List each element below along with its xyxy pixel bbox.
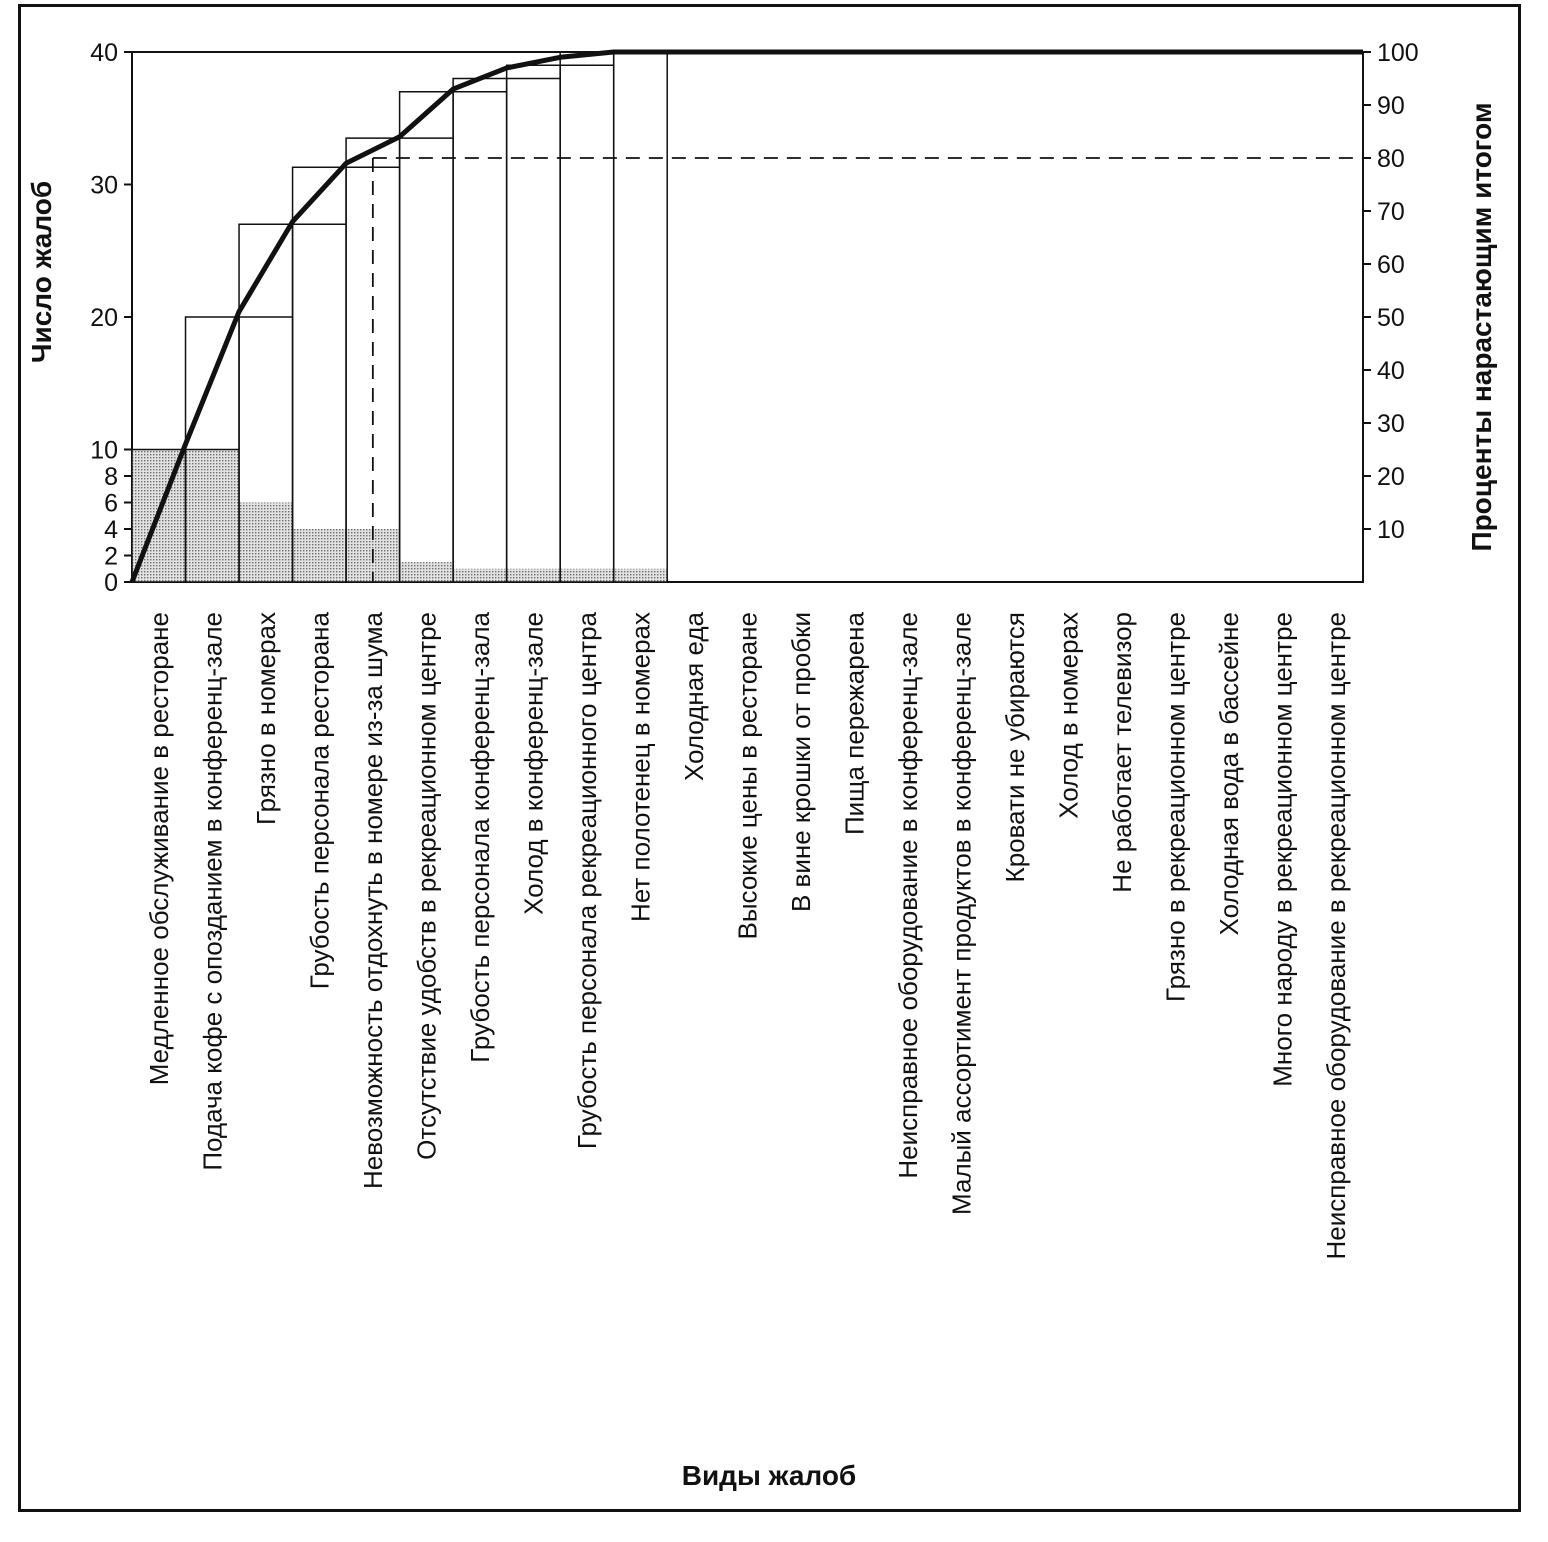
category-label: Грубость персонала ресторана [304,611,334,989]
cumulative-bar [559,51,615,583]
category-label: Холодная еда [679,611,709,781]
cumulative-percent-line [129,49,1363,583]
plot-area [131,51,1364,583]
right-tick-label: 50 [1377,304,1405,332]
cumulative-bar [505,64,561,583]
right-tick-label: 60 [1377,251,1405,279]
category-label: Холод в конференц-зале [518,612,548,915]
right-tick-label: 20 [1377,463,1405,491]
left-tick-label: 40 [90,39,118,67]
left-tick-label: 20 [90,304,118,332]
category-label: Не работает телевизор [1107,612,1137,893]
left-tick-label: 2 [104,543,118,571]
right-tick-label: 30 [1377,410,1405,438]
category-label: Неисправное оборудование в конференц-зал… [893,612,923,1179]
category-label: Грязно в рекреационном центре [1161,612,1191,1002]
category-label: Нет полотенец в номерах [626,612,656,922]
category-label: Грубость персонала рекреационного центра [572,611,602,1149]
category-label: Малый ассортимент продуктов в конференц-… [947,612,977,1215]
left-tick-label: 30 [90,172,118,200]
count-bar [453,568,507,582]
right-tick-label: 40 [1377,357,1405,385]
count-bar [399,562,454,582]
category-label: Холод в номерах [1054,612,1084,819]
count-bar [292,529,347,582]
right-tick-label: 80 [1377,145,1405,173]
category-label: В вине крошки от пробки [786,612,816,912]
category-label: Много народу в рекреационном центре [1268,612,1298,1087]
category-label: Высокие цены в ресторане [733,612,763,939]
left-tick-label: 4 [104,516,118,544]
cumulative-bar [452,77,508,583]
count-bar [239,502,293,582]
category-label: Грязно в номерах [251,612,281,825]
cumulative-bar [291,166,347,583]
left-tick-label: 6 [104,490,118,518]
left-tick-label: 0 [104,569,118,597]
count-bar [613,568,668,582]
cumulative-bar [612,51,668,583]
count-bar [560,568,614,582]
cumulative-line [129,49,1363,583]
left-tick-label: 8 [104,463,118,491]
category-label: Отсутствие удобств в рекреационном центр… [411,612,441,1160]
cumulative-bar [398,91,454,583]
x-axis-title: Виды жалоб [682,1460,856,1491]
category-label: Подача кофе с опозданием в конференц-зал… [197,612,227,1171]
count-bar [506,568,561,582]
reference-80-lines [371,157,1363,582]
right-tick-label: 100 [1377,39,1419,67]
category-labels: Медленное обслуживание в ресторане Подача… [144,611,1351,1259]
category-label: Медленное обслуживание в ресторане [144,612,174,1085]
y-axis-title-left: Число жалоб [26,181,57,363]
category-label: Холодная вода в бассейне [1214,612,1244,935]
left-tick-label: 10 [90,437,118,465]
category-label: Неисправное оборудование в рекреационном… [1321,612,1351,1259]
right-tick-label: 90 [1377,92,1405,120]
right-axis-ticks: 10 20 30 40 50 60 70 80 90 100 [1363,39,1419,544]
category-label: Кровати не убираются [1000,612,1030,882]
cumulative-bars [131,51,668,583]
right-tick-label: 10 [1377,516,1405,544]
plot-frame [131,51,1364,583]
figure-frame: 0 2 4 6 8 10 20 30 40 10 20 30 40 50 60 70 80 90 100 Медл… [18,4,1521,1512]
category-label: Пища пережарена [840,611,870,835]
count-bar [185,449,240,582]
category-label: Невозможность отдохнуть в номере из-за ш… [358,611,388,1189]
right-tick-label: 70 [1377,198,1405,226]
category-label: Грубость персонала конференц-зала [465,611,495,1062]
y-axis-title-right: Проценты нарастающим итогом [1466,102,1497,551]
